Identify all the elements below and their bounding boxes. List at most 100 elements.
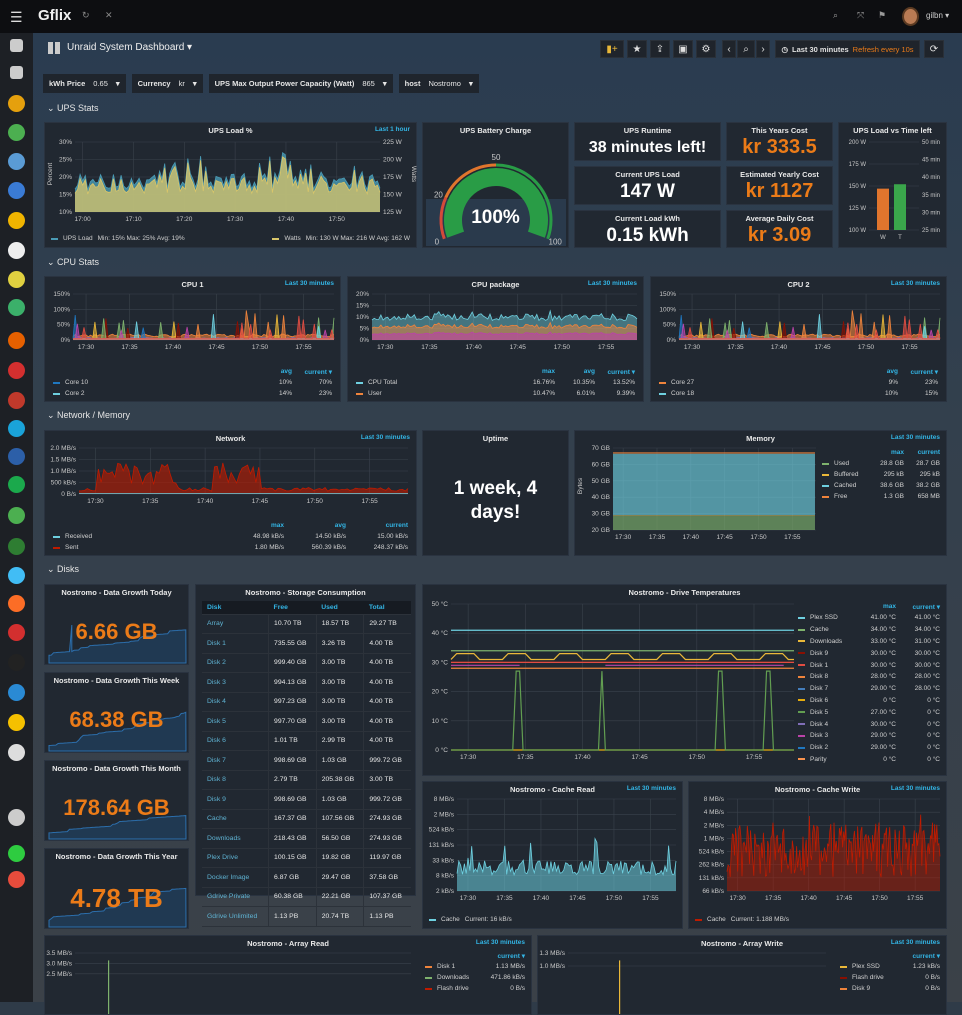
legend-item[interactable]: Cache Current: 16 kB/s	[429, 914, 512, 925]
legend-item[interactable]: Disk 8 28.00 °C 28.00 °C	[798, 671, 940, 683]
legend-item[interactable]: Core 27 9% 23%	[659, 377, 938, 388]
gitlab-icon[interactable]	[8, 595, 25, 612]
save-button[interactable]: ▣	[673, 40, 693, 58]
legend-item[interactable]: Free 1.3 GB 658 MB	[822, 491, 940, 502]
legend-item[interactable]: Disk 9 30.00 °C 30.00 °C	[798, 647, 940, 659]
panel-current-ups-load[interactable]: Current UPS Load 147 W	[574, 166, 721, 205]
variable-ups-capacity[interactable]: UPS Max Output Power Capacity (Watt) 865 ▾	[208, 74, 393, 93]
row-network-memory[interactable]: ⌄ Network / Memory	[47, 410, 131, 420]
plot-area[interactable]: 1.3 MB/s 1.0 MB/s	[539, 950, 826, 1014]
variable-host[interactable]: host Nostromo ▾	[398, 74, 479, 93]
panel-title[interactable]: CPU 2	[787, 280, 810, 289]
u-icon[interactable]	[8, 476, 25, 493]
legend-column-header[interactable]: current	[385, 522, 408, 529]
panel-array-write[interactable]: Nostromo - Array Write Last 30 minutes 1.3…	[537, 935, 947, 1015]
legend-item[interactable]: User 10.47% 6.01% 9.39%	[356, 388, 635, 399]
panel-title[interactable]: Network	[215, 434, 246, 443]
plot-area[interactable]: 150% 100% 50% 0% 17:30 17:35 17:40 17:45 17:50 17…	[53, 291, 335, 351]
panel-uptime[interactable]: Uptime 1 week, 4 days!	[422, 430, 569, 556]
plot-area[interactable]: 30% 25% 20% 15% 10% 225 W 200 W 175 W 150 W 125 W…	[47, 139, 417, 223]
panel-cpu-package[interactable]: CPU package Last 30 minutes 20% 15% 10% 5% 0% 1…	[347, 276, 644, 402]
panel-array-read[interactable]: Nostromo - Array Read Last 30 minutes 3.5 …	[44, 935, 532, 1015]
legend-item[interactable]: Plex SSD 1.23 kB/s	[840, 961, 940, 972]
legend-item[interactable]: Watts Min: 130 W Max: 216 W Avg: 162 W	[272, 233, 410, 244]
user-menu[interactable]: gilbn ▾	[926, 11, 950, 20]
cloud-icon[interactable]	[8, 182, 25, 199]
panel-title[interactable]: Nostromo - Cache Write	[774, 785, 861, 794]
home-icon[interactable]	[10, 39, 23, 52]
toggle-icon[interactable]	[8, 538, 25, 555]
legend-column-header[interactable]: current ▾	[910, 368, 938, 376]
legend-item[interactable]: Cache Current: 1.188 MB/s	[695, 914, 789, 925]
github-icon[interactable]	[8, 845, 25, 862]
legend-item[interactable]: Disk 2 29.00 °C 0 °C	[798, 742, 940, 754]
panel-average-daily-cost[interactable]: Average Daily Cost kr 3.09	[726, 210, 833, 248]
panel-current-load-kwh[interactable]: Current Load kWh 0.15 kWh	[574, 210, 721, 248]
panel-growth-year[interactable]: Nostromo - Data Growth This Year 4.78 TB	[44, 848, 189, 929]
panel-title[interactable]: Nostromo - Cache Read	[509, 785, 596, 794]
fullscreen-icon[interactable]: ⤧	[857, 10, 865, 20]
panel-cpu1[interactable]: CPU 1 Last 30 minutes 150% 100% 50% 0% 17:30 17…	[44, 276, 341, 402]
x-icon[interactable]	[8, 271, 25, 288]
plot-area[interactable]: 8 MB/s 2 MB/s 524 kB/s 131 kB/s 33 kB/s 8 kB/…	[429, 796, 677, 902]
search-icon[interactable]	[8, 212, 25, 229]
panel-title[interactable]: Nostromo - Array Write	[700, 939, 784, 948]
dashboard-title[interactable]: Unraid System Dashboard ▾	[67, 42, 193, 53]
plot-area[interactable]: 70 GB 60 GB 50 GB 40 GB 30 GB 20 GB 17:30 17:35…	[577, 445, 816, 541]
row-cpu-stats[interactable]: ⌄ CPU Stats	[47, 257, 100, 267]
time-forward-button[interactable]: ›	[756, 40, 770, 58]
star-button[interactable]: ★	[627, 40, 647, 58]
legend-item[interactable]: Sent 1.80 MB/s 560.39 kB/s 248.37 kB/s	[53, 542, 408, 553]
legend-item[interactable]: Disk 1 30.00 °C 30.00 °C	[798, 659, 940, 671]
legend-item[interactable]: Disk 5 27.00 °C 0 °C	[798, 706, 940, 718]
row-disks[interactable]: ⌄ Disks	[47, 564, 80, 574]
panel-growth-week[interactable]: Nostromo - Data Growth This Week 68.38 GB	[44, 672, 189, 753]
time-back-button[interactable]: ‹	[722, 40, 736, 58]
legend-item[interactable]: Downloads 471.86 kB/s	[425, 972, 525, 983]
legend-column-header[interactable]: max	[270, 522, 284, 529]
legend-column-header[interactable]: max	[890, 449, 904, 456]
legend-item[interactable]: Downloads 33.00 °C 31.00 °C	[798, 636, 940, 648]
play-icon[interactable]	[8, 124, 25, 141]
column-header[interactable]: Free	[268, 601, 317, 615]
legend-item[interactable]: Core 10 10% 70%	[53, 377, 332, 388]
legend-column-header[interactable]: avg	[583, 368, 595, 375]
legend-column-header[interactable]: max	[541, 368, 555, 375]
shield-icon[interactable]	[8, 362, 25, 379]
legend-item[interactable]: Plex SSD 41.00 °C 41.00 °C	[798, 612, 940, 624]
panel-growth-today[interactable]: Nostromo - Data Growth Today 6.66 GB	[44, 584, 189, 665]
settings-button[interactable]: ⚙	[696, 40, 716, 58]
panel-title[interactable]: Memory	[746, 434, 775, 443]
panel-battery-charge[interactable]: UPS Battery Charge 0 20 50 100 100%	[422, 122, 569, 248]
legend-item[interactable]: Disk 7 29.00 °C 28.00 °C	[798, 683, 940, 695]
panel-title[interactable]: Nostromo - Drive Temperatures	[628, 588, 741, 597]
panel-title[interactable]: CPU package	[471, 280, 520, 289]
logout-icon[interactable]	[8, 809, 25, 826]
avatar[interactable]	[902, 7, 919, 26]
reload-icon[interactable]: ↻	[82, 10, 90, 20]
variable-currency[interactable]: Currency kr ▾	[131, 74, 203, 93]
download-icon[interactable]	[8, 624, 25, 641]
organizr-icon[interactable]	[8, 744, 25, 761]
help-icon[interactable]	[8, 871, 25, 888]
legend-column-header[interactable]: current ▾	[912, 603, 940, 611]
panel-cache-read[interactable]: Nostromo - Cache Read Last 30 minutes 8 MB…	[422, 781, 683, 929]
legend-column-header[interactable]: current ▾	[912, 952, 940, 960]
legend-item[interactable]: Disk 9 0 B/s	[840, 983, 940, 994]
panel-network[interactable]: Network Last 30 minutes 2.0 MB/s 1.5 MB/s 1.…	[44, 430, 417, 556]
column-header[interactable]: Total	[363, 601, 411, 615]
legend-item[interactable]: Flash drive 0 B/s	[840, 972, 940, 983]
panel-estimated-yearly-cost[interactable]: Estimated Yearly Cost kr 1127	[726, 166, 833, 205]
legend-item[interactable]: Disk 4 30.00 °C 0 °C	[798, 718, 940, 730]
app-icon[interactable]	[8, 153, 25, 170]
legend-item[interactable]: Disk 6 0 °C 0 °C	[798, 695, 940, 707]
plex-icon[interactable]	[8, 95, 25, 112]
legend-item[interactable]: Disk 1 1.13 MB/s	[425, 961, 525, 972]
lifebuoy-icon[interactable]	[8, 242, 25, 259]
legend-column-header[interactable]: current ▾	[497, 952, 525, 960]
legend-item[interactable]: Cached 38.6 GB 38.2 GB	[822, 480, 940, 491]
legend-column-header[interactable]: avg	[334, 522, 346, 529]
column-header[interactable]: Used	[316, 601, 364, 615]
legend-item[interactable]: UPS Load Min: 15% Max: 25% Avg: 19%	[51, 233, 185, 244]
panel-ups-runtime[interactable]: UPS Runtime 38 minutes left!	[574, 122, 721, 161]
